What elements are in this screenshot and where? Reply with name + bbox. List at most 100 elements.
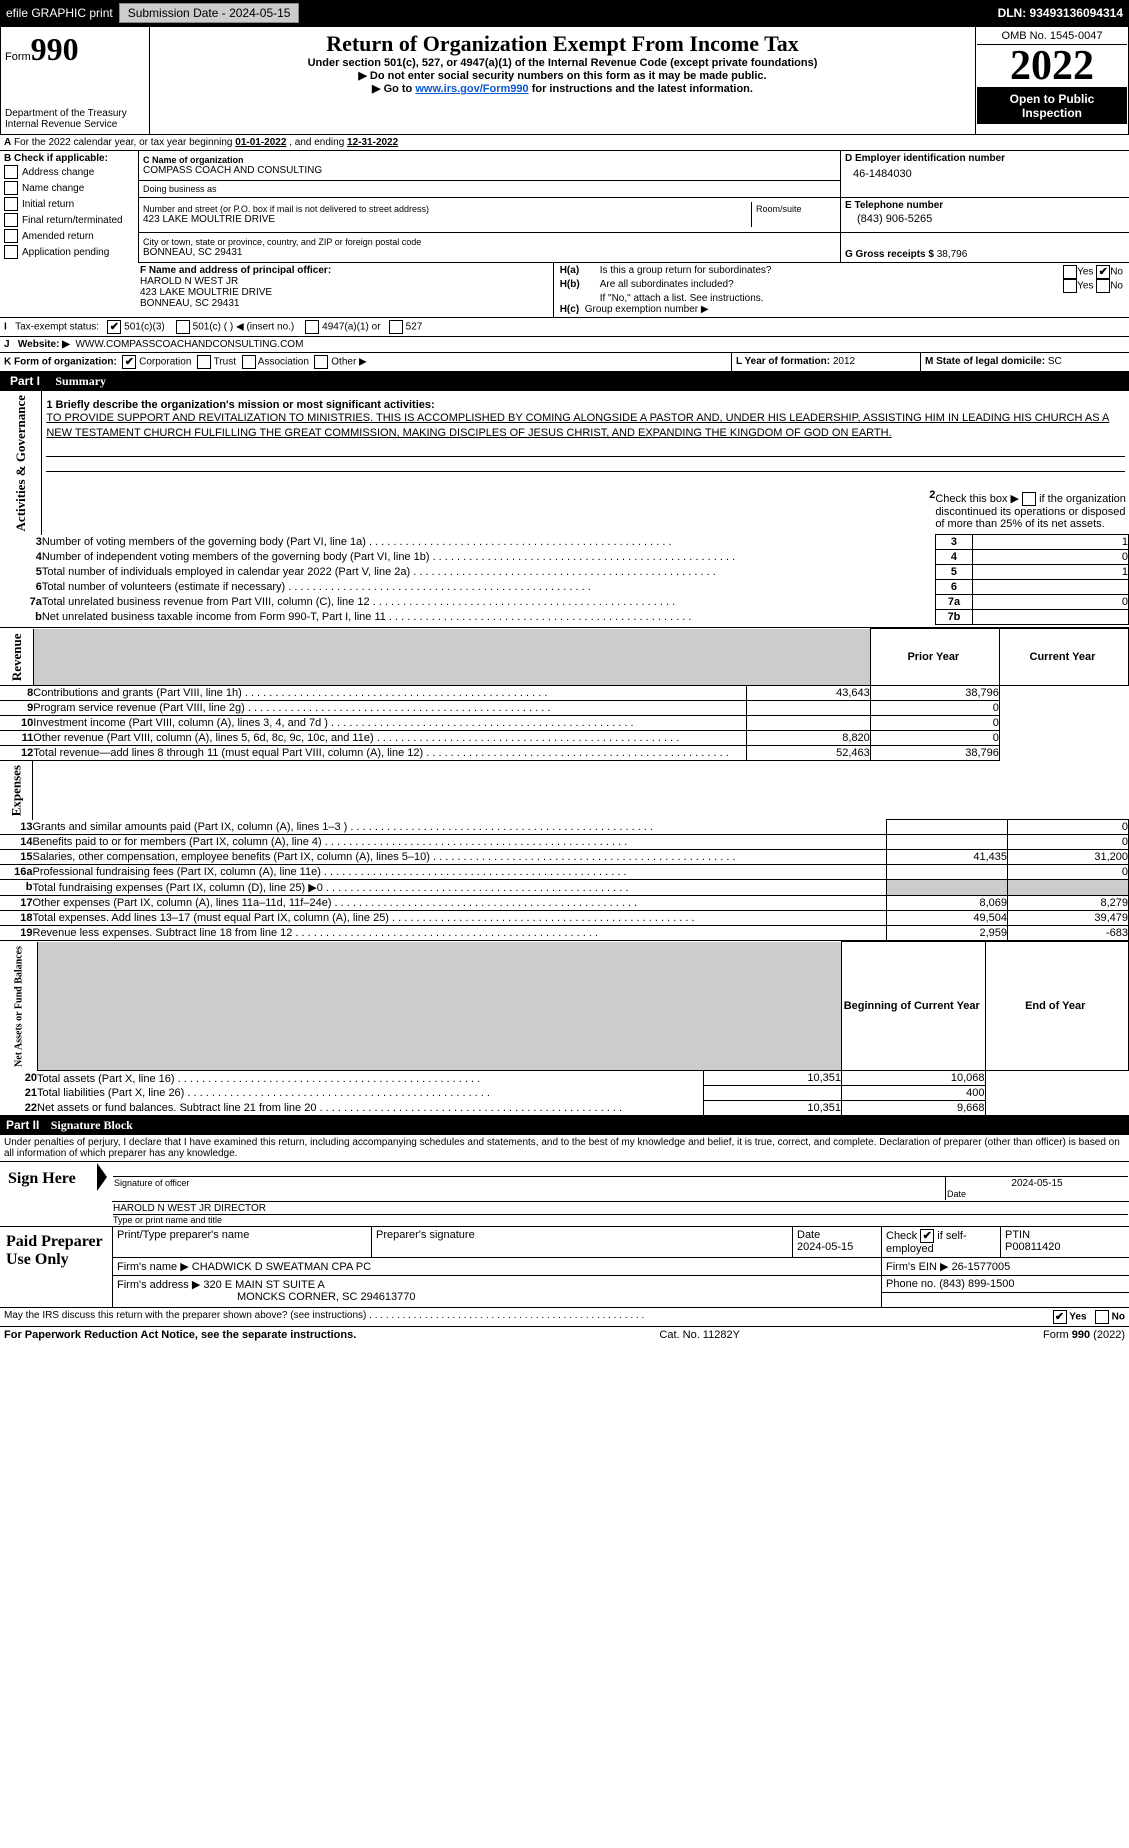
cb-527[interactable] [389,320,403,334]
summary-line: 7aTotal unrelated business revenue from … [0,595,1129,610]
line-box: 7b [935,610,972,625]
summary-line: 3Number of voting members of the governi… [0,535,1129,550]
line-value: 0 [973,595,1129,610]
line-box: 3 [935,535,972,550]
row-j-label: Website: ▶ [18,339,70,350]
box-f-label: F Name and address of principal officer: [140,265,331,276]
entity-block: B Check if applicable: Address change Na… [0,151,1129,263]
cb-trust[interactable] [197,355,211,369]
city-label: City or town, state or province, country… [143,237,836,247]
line-box: 4 [935,550,972,565]
vert-revenue: Revenue [0,629,33,685]
current-value: 8,279 [1008,896,1129,911]
line-box: 6 [935,580,972,595]
cb-corp[interactable] [122,355,136,369]
year-formation: 2012 [833,356,855,367]
cb-discuss-yes[interactable] [1053,1310,1067,1324]
revenue-line: 9Program service revenue (Part VIII, lin… [0,700,1129,715]
sign-here-block: Sign Here Signature of officer 2024-05-1… [0,1161,1129,1227]
discuss-yes: Yes [1069,1312,1086,1323]
cb-initial-return[interactable] [4,197,18,211]
subtitle-2: ▶ Do not enter social security numbers o… [154,69,971,82]
cb-discontinued[interactable] [1022,492,1036,506]
line-num: 3 [0,535,42,550]
ptin-label: PTIN [1005,1229,1030,1241]
lbl-other: Other ▶ [331,356,366,367]
cb-ha-no[interactable] [1096,265,1110,279]
row-i-label: Tax-exempt status: [15,321,99,332]
form-number: 990 [31,31,79,67]
prior-value: 43,643 [746,685,870,700]
prior-value: 52,463 [746,745,870,760]
ha-no: No [1110,266,1123,277]
room-suite-label: Room/suite [752,202,841,227]
officer-name: HAROLD N WEST JR [140,276,543,287]
prep-name-label: Print/Type preparer's name [113,1227,372,1258]
line-num: 13 [0,820,33,835]
cb-discuss-no[interactable] [1095,1310,1109,1324]
firm-addr2: MONCKS CORNER, SC 294613770 [117,1291,416,1303]
prep-date: 2024-05-15 [797,1241,853,1253]
street-address: 423 LAKE MOULTRIE DRIVE [143,214,747,225]
prior-shaded [887,880,1008,896]
ha-label: Is this a group return for subordinates? [600,265,1063,279]
cb-application-pending[interactable] [4,245,18,259]
line-text: Total number of volunteers (estimate if … [42,580,935,595]
net-line: 20Total assets (Part X, line 16)10,35110… [0,1071,1129,1086]
begin-value: 10,351 [704,1101,842,1116]
box-g-label: G Gross receipts $ [845,249,934,260]
cb-501c[interactable] [176,320,190,334]
officer-addr1: 423 LAKE MOULTRIE DRIVE [140,287,543,298]
prior-value: 49,504 [887,911,1008,926]
line-num: 12 [0,745,33,760]
line-a: A For the 2022 calendar year, or tax yea… [0,135,1129,151]
expense-line: 13Grants and similar amounts paid (Part … [0,820,1129,835]
cb-hb-yes[interactable] [1063,279,1077,293]
paid-prep-label: Paid Preparer Use Only [0,1227,113,1308]
revenue-line: 8Contributions and grants (Part VIII, li… [0,685,1129,700]
line-text: Revenue less expenses. Subtract line 18 … [33,926,887,941]
prior-value [887,835,1008,850]
state-domicile: SC [1048,356,1062,367]
cb-self-employed[interactable] [920,1229,934,1243]
current-value: 39,479 [1008,911,1129,926]
tax-year: 2022 [977,45,1127,88]
vert-activities: Activities & Governance [0,391,42,535]
form-header: Form990 Department of the Treasury Inter… [0,26,1129,135]
expense-line: 14Benefits paid to or for members (Part … [0,835,1129,850]
part1-label: Part I [6,374,44,388]
expense-line: 17Other expenses (Part IX, column (A), l… [0,896,1129,911]
begin-value [704,1086,842,1101]
prior-value [746,715,870,730]
lbl-assoc: Association [258,356,309,367]
line-text: Net assets or fund balances. Subtract li… [37,1101,704,1116]
col-prior: Prior Year [870,629,999,685]
line-text: Total fundraising expenses (Part IX, col… [33,880,887,896]
line-text: Program service revenue (Part VIII, line… [33,700,746,715]
hb-yes: Yes [1077,280,1093,291]
irs-link[interactable]: www.irs.gov/Form990 [415,83,528,95]
sign-here-label: Sign Here [0,1162,96,1227]
cb-ha-yes[interactable] [1063,265,1077,279]
return-title: Return of Organization Exempt From Incom… [154,31,971,57]
cb-final-return[interactable] [4,213,18,227]
expense-line: 15Salaries, other compensation, employee… [0,850,1129,865]
line-num: 22 [0,1101,37,1116]
box-e-label: E Telephone number [845,200,1125,211]
website-value: WWW.COMPASSCOACHANDCONSULTING.COM [75,339,303,350]
cb-501c3[interactable] [107,320,121,334]
cb-amended-return[interactable] [4,229,18,243]
cb-assoc[interactable] [242,355,256,369]
cb-other[interactable] [314,355,328,369]
sign-arrow-icon [97,1163,107,1191]
cb-4947[interactable] [305,320,319,334]
submission-date-button[interactable]: Submission Date - 2024-05-15 [119,3,300,23]
current-shaded [1008,880,1129,896]
cb-address-change[interactable] [4,165,18,179]
col-begin: Beginning of Current Year [842,942,985,1071]
revenue-block: Revenue Prior Year Current Year 8Contrib… [0,628,1129,760]
line-num: 6 [0,580,42,595]
cb-hb-no[interactable] [1096,279,1110,293]
line-a-pre: For the 2022 calendar year, or tax year … [14,137,235,148]
cb-name-change[interactable] [4,181,18,195]
